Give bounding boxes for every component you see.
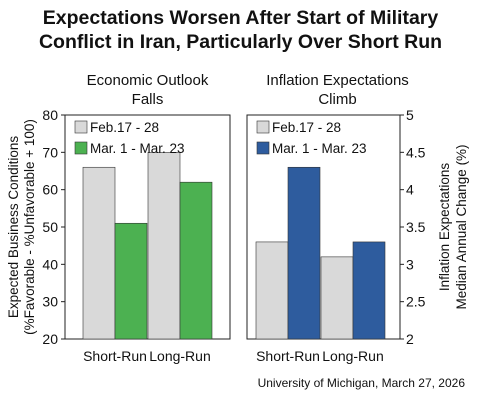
left-legend-label: Mar. 1 - Mar. 23 — [90, 141, 185, 156]
right-ytick-label: 3.5 — [406, 219, 426, 235]
right-legend-label: Feb.17 - 28 — [272, 120, 341, 135]
left-ytick-label: 20 — [42, 331, 58, 347]
left-ytick-label: 60 — [42, 182, 58, 198]
right-bar — [352, 241, 386, 340]
right-ytick-label: 5 — [406, 107, 414, 123]
left-bar — [179, 181, 213, 340]
left-ytick-label: 30 — [42, 294, 58, 310]
left-chart-title-line-1: Economic Outlook — [86, 72, 209, 89]
right-bar — [255, 241, 289, 340]
page-title: Expectations Worsen After Start of Milit… — [0, 6, 481, 54]
left-bar — [82, 166, 116, 340]
left-category-label: Short-Run — [83, 348, 147, 364]
left-bar — [114, 222, 148, 340]
right-ytick-label: 2.5 — [406, 294, 426, 310]
right-legend-swatch — [256, 120, 270, 134]
right-legend-label: Mar. 1 - Mar. 23 — [272, 141, 367, 156]
right-ylabel-line-2: Median Annual Change (%) — [454, 144, 469, 309]
left-ytick-label: 40 — [42, 256, 58, 272]
left-category-label: Long-Run — [149, 348, 211, 364]
right-category-label: Short-Run — [256, 348, 320, 364]
left-chart-title: Economic Outlook Falls — [55, 71, 240, 109]
left-legend-label: Feb.17 - 28 — [90, 120, 159, 135]
left-chart-title-line-2: Falls — [131, 91, 164, 108]
right-bar — [287, 166, 321, 340]
left-legend-swatch — [74, 120, 88, 134]
right-chart-title: Inflation Expectations Climb — [240, 71, 435, 109]
right-ytick-label: 4 — [406, 182, 414, 198]
left-ytick-label: 80 — [42, 107, 58, 123]
right-bar — [320, 256, 354, 340]
right-ylabel-line-1: Inflation Expectations — [437, 163, 452, 292]
title-line-1: Expectations Worsen After Start of Milit… — [42, 7, 439, 29]
left-ytick-label: 50 — [42, 219, 58, 235]
left-ylabel-line-2: (%Favorable - %Unfavorable + 100) — [22, 119, 37, 335]
left-ylabel-line-1: Expected Business Conditions — [6, 136, 21, 319]
right-ytick-label: 4.5 — [406, 144, 426, 160]
right-chart-title-line-2: Climb — [318, 91, 357, 108]
title-line-2: Conflict in Iran, Particularly Over Shor… — [38, 31, 443, 53]
right-legend-swatch — [256, 141, 270, 155]
left-legend-swatch — [74, 141, 88, 155]
left-bar — [147, 152, 181, 340]
right-category-label: Long-Run — [322, 348, 384, 364]
right-chart-title-line-1: Inflation Expectations — [266, 72, 409, 89]
right-ytick-label: 3 — [406, 256, 414, 272]
right-ytick-label: 2 — [406, 331, 414, 347]
source-note: University of Michigan, March 27, 2026 — [257, 376, 465, 390]
left-ytick-label: 70 — [42, 144, 58, 160]
